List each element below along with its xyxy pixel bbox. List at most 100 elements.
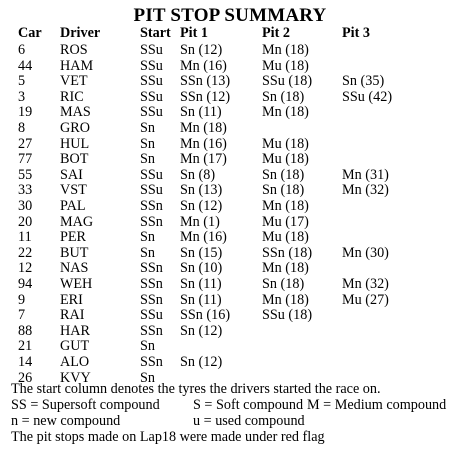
cell-start: SSn [140, 276, 163, 292]
cell-driver: RAI [60, 307, 85, 324]
cell-pit2: Mu (18) [262, 229, 309, 246]
cell-driver: PAL [60, 198, 86, 214]
cell-driver: VST [60, 182, 87, 199]
legend-used: u = used compound [193, 413, 305, 429]
cell-driver: ERI [60, 291, 83, 308]
cell-pit2: Sn (18) [262, 276, 305, 292]
cell-car: 5 [18, 73, 26, 90]
start-column-note: The start column denotes the tyres the d… [11, 381, 381, 397]
cell-start: SSu [140, 57, 163, 74]
cell-driver: PER [60, 229, 87, 246]
cell-car: 12 [18, 260, 33, 277]
cell-car: 94 [18, 276, 33, 292]
cell-driver: GUT [60, 338, 90, 355]
cell-pit1: Sn (8) [180, 166, 216, 183]
cell-pit1: Sn (11) [180, 291, 222, 308]
cell-car: 8 [18, 120, 26, 136]
cell-driver: BOT [60, 151, 89, 168]
cell-driver: WEH [60, 276, 93, 292]
cell-driver: BUT [60, 244, 89, 261]
cell-pit3: Mn (31) [342, 166, 389, 183]
cell-start: Sn [140, 229, 155, 246]
cell-car: 33 [18, 182, 33, 199]
cell-driver: MAS [60, 104, 91, 121]
legend-supersoft: SS = Supersoft compound [11, 397, 160, 413]
cell-pit3: Mn (32) [342, 276, 389, 292]
cell-pit2: Mn (18) [262, 104, 309, 121]
header-pit1: Pit 1 [180, 25, 208, 41]
cell-pit2: Mu (18) [262, 57, 309, 74]
cell-driver: SAI [60, 166, 83, 183]
cell-driver: VET [60, 73, 88, 90]
cell-car: 7 [18, 307, 26, 324]
cell-pit2: Mu (17) [262, 213, 309, 230]
cell-start: SSu [140, 166, 163, 183]
cell-car: 9 [18, 291, 26, 308]
cell-pit2: Sn (18) [262, 88, 305, 105]
cell-start: SSn [140, 291, 163, 308]
cell-pit1: Mn (16) [180, 229, 227, 246]
cell-car: 44 [18, 57, 33, 74]
red-flag-note: The pit stops made on Lap18 were made un… [11, 429, 325, 445]
cell-start: SSu [140, 182, 163, 199]
cell-start: SSu [140, 88, 163, 105]
cell-start: Sn [140, 338, 155, 355]
cell-pit3: Mn (30) [342, 244, 389, 261]
cell-driver: HAR [60, 322, 90, 339]
cell-pit1: Sn (10) [180, 260, 223, 277]
cell-car: 3 [18, 88, 26, 105]
header-start: Start [140, 25, 171, 41]
cell-pit2: Sn (18) [262, 182, 305, 199]
cell-car: 20 [18, 213, 33, 230]
cell-pit2: Mn (18) [262, 291, 309, 308]
cell-start: Sn [140, 151, 155, 168]
cell-start: SSu [140, 104, 163, 121]
header-pit2: Pit 2 [262, 25, 290, 41]
cell-car: 14 [18, 354, 33, 370]
cell-car: 22 [18, 244, 33, 261]
legend-new: n = new compound [11, 413, 121, 429]
cell-pit2: Mn (18) [262, 42, 309, 58]
cell-pit1: Sn (12) [180, 42, 223, 58]
cell-start: Sn [140, 120, 155, 136]
cell-driver: ALO [60, 354, 90, 370]
cell-pit1: Mn (1) [180, 213, 220, 230]
cell-car: 21 [18, 338, 33, 355]
cell-pit1: Sn (12) [180, 198, 223, 214]
cell-pit3: Mu (27) [342, 291, 389, 308]
page-title: PIT STOP SUMMARY [133, 5, 327, 26]
cell-pit3: SSu (42) [342, 88, 393, 105]
cell-start: SSn [140, 354, 163, 370]
cell-car: 11 [18, 229, 32, 246]
cell-start: SSn [140, 213, 163, 230]
cell-pit2: Mu (18) [262, 135, 309, 152]
cell-driver: MAG [60, 213, 94, 230]
cell-car: 27 [18, 135, 33, 152]
header-driver: Driver [60, 25, 101, 41]
cell-car: 26 [18, 369, 33, 386]
cell-pit1: Sn (15) [180, 244, 223, 261]
cell-pit1: Mn (18) [180, 120, 227, 136]
cell-start: Sn [140, 135, 155, 152]
cell-car: 55 [18, 166, 33, 183]
cell-pit2: SSu (18) [262, 73, 313, 90]
cell-driver: HAM [60, 57, 94, 74]
cell-driver: RIC [60, 88, 84, 105]
cell-pit1: SSn (13) [180, 73, 231, 90]
cell-car: 6 [18, 42, 26, 58]
cell-pit3: Sn (35) [342, 73, 385, 90]
cell-driver: HUL [60, 135, 90, 152]
cell-pit1: Sn (13) [180, 182, 223, 199]
cell-pit2: SSu (18) [262, 307, 313, 324]
cell-pit1: Mn (16) [180, 135, 227, 152]
cell-start: SSu [140, 307, 163, 324]
cell-pit1: Sn (12) [180, 322, 223, 339]
cell-pit2: Mn (18) [262, 260, 309, 277]
cell-car: 30 [18, 198, 33, 214]
cell-pit1: Mn (16) [180, 57, 227, 74]
cell-start: Sn [140, 244, 155, 261]
cell-pit1: SSn (12) [180, 88, 231, 105]
cell-start: SSu [140, 42, 163, 58]
cell-start: SSn [140, 260, 163, 277]
